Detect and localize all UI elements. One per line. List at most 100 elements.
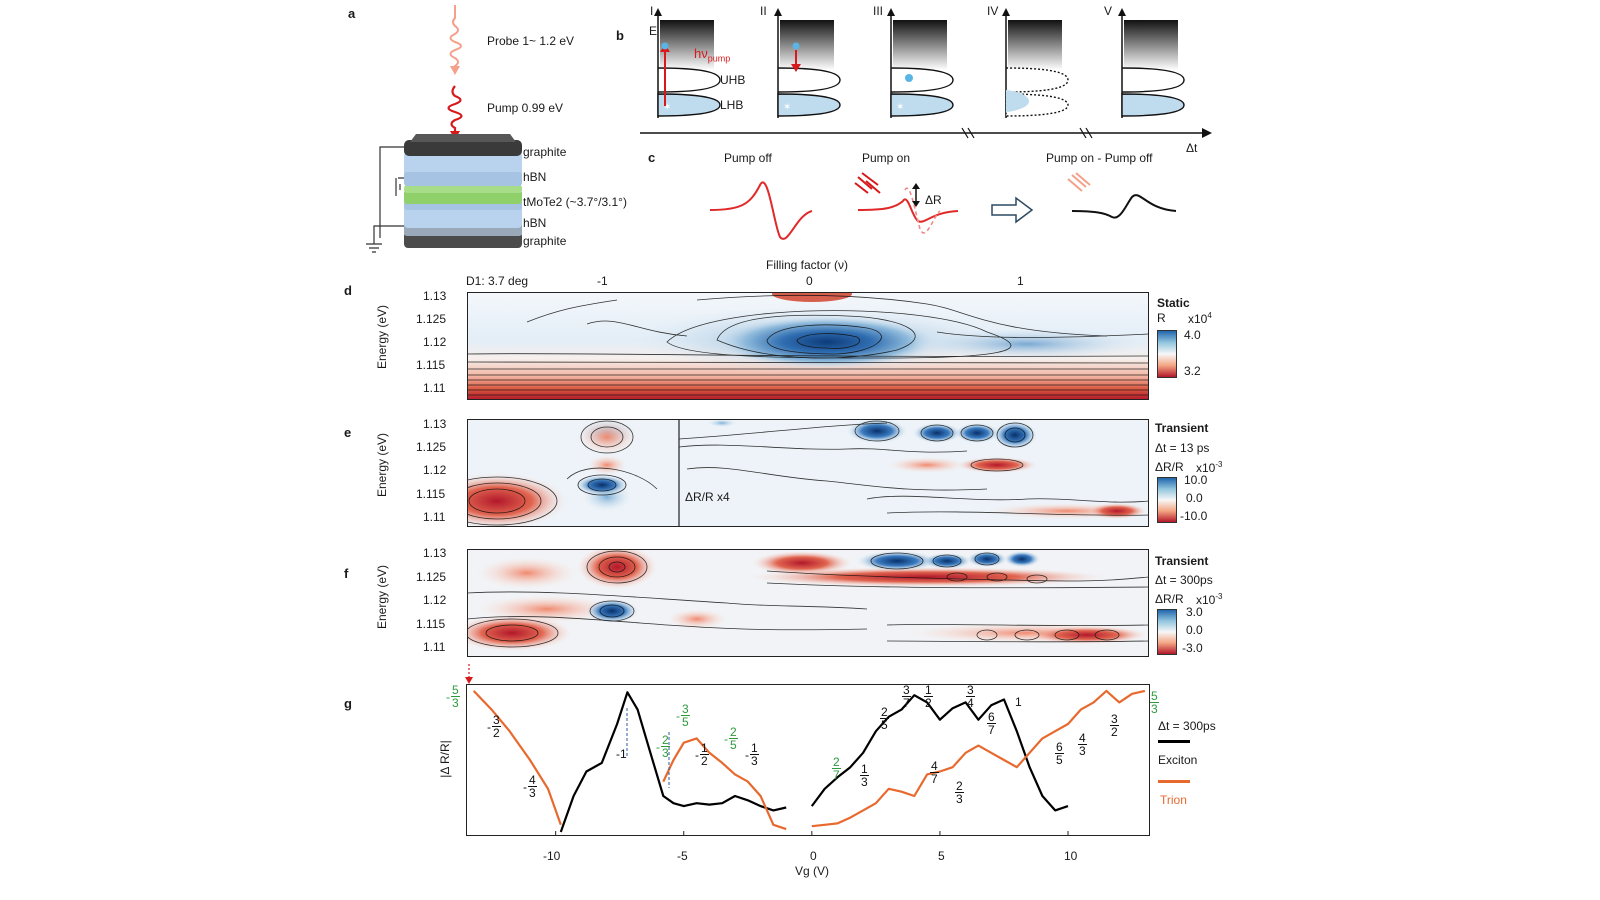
band-stage-4: [1002, 8, 1069, 118]
pump-on-title: Pump on: [862, 151, 911, 165]
lhb-label: LHB: [720, 98, 744, 112]
exciton-fraction-11: 1: [1015, 695, 1022, 709]
series-line-exciton: [559, 691, 1069, 833]
fraction-numerator: 3: [1110, 712, 1119, 726]
fraction-numerator: 5: [451, 683, 460, 697]
fraction-denominator: 2: [925, 696, 932, 710]
layer-label-graphite-bottom: graphite: [523, 234, 567, 248]
panel-d-cb-min: 3.2: [1184, 364, 1201, 378]
panel-g-xtick-4: 5: [938, 849, 945, 863]
series-line-trion: [472, 689, 1146, 831]
fraction-sign: -: [676, 708, 680, 723]
fraction-denominator: 3: [1151, 702, 1158, 716]
fraction-sign: -: [745, 747, 749, 762]
stage-label-5: V: [1104, 4, 1113, 18]
panel-b-letter: b: [616, 28, 624, 43]
energy-axis-label: E: [649, 24, 658, 38]
device-label: D1: 3.7 deg: [466, 274, 529, 288]
fraction-denominator: 3: [956, 792, 963, 806]
panel-b-figure: ✶ ✶ ✶: [640, 8, 1212, 139]
pump-on-pulse-icon: [854, 172, 881, 194]
panel-d-ytick-2: 1.125: [416, 312, 447, 326]
fraction-sign: -: [724, 731, 728, 746]
panel-d-ytick-3: 1.12: [423, 335, 447, 349]
fraction-numerator: 2: [832, 755, 841, 769]
panel-d-letter: d: [344, 283, 352, 298]
panel-e-colorbar: [1157, 477, 1177, 523]
panel-d-ytick-4: 1.115: [416, 358, 446, 372]
uhb-label: UHB: [720, 73, 746, 87]
ground-symbol: [366, 243, 382, 253]
panel-f-map: [467, 549, 1149, 657]
right-arrow-icon: [991, 196, 1034, 224]
fraction-denominator: 3: [751, 754, 758, 768]
panel-g-xtick-5: 10: [1064, 849, 1078, 863]
panel-c-figure: [709, 172, 1177, 240]
panel-c-letter: c: [648, 150, 656, 165]
fraction-numerator: 2: [661, 733, 670, 747]
band-stage-1: ✶: [654, 8, 721, 118]
fraction-numerator: 1: [700, 741, 709, 755]
panel-a-letter: a: [348, 6, 356, 21]
panel-e-cb-mid: 0.0: [1186, 491, 1203, 505]
legend-trion-swatch: [1158, 780, 1190, 783]
panel-g-chart: [466, 684, 1150, 836]
panel-f-ytick-1: 1.13: [423, 546, 447, 560]
panel-d-ytick-1: 1.13: [423, 289, 447, 303]
panel-g-frame: [466, 684, 1150, 836]
stage-label-3: III: [873, 4, 884, 18]
band-stage-5: [1118, 8, 1185, 118]
fraction-denominator: 3: [861, 775, 868, 789]
red-marker-icon: [465, 664, 473, 684]
panel-d-cb-max: 4.0: [1184, 328, 1201, 342]
fraction-denominator: 2: [1111, 725, 1118, 739]
panel-f-cb-quantity: ΔR/R: [1155, 592, 1184, 606]
panel-f-cb-min: -3.0: [1182, 641, 1203, 655]
panel-f-ytick-4: 1.115: [416, 617, 446, 631]
panel-e-cb-quantity: ΔR/R: [1155, 460, 1184, 474]
panel-d-cb-quantity: R: [1157, 311, 1166, 325]
fraction-sign: -: [523, 779, 527, 794]
legend-exciton-swatch: [1158, 740, 1190, 743]
panel-f-colorbar: [1157, 609, 1177, 655]
panel-e-cb-scale: x10-3: [1196, 460, 1223, 475]
tmote2-layer: [404, 190, 522, 204]
panel-f-cb-title: Transient: [1155, 554, 1209, 568]
graphite-top: [404, 140, 522, 156]
fraction-numerator: 4: [930, 759, 939, 773]
panel-f-cb-max: 3.0: [1186, 605, 1203, 619]
band-stage-3: ✶: [887, 8, 954, 118]
fraction-sign: -: [695, 747, 699, 762]
pump-on-curve: [857, 198, 959, 223]
panel-g-xtick-3: 0: [810, 849, 817, 863]
fraction-denominator: 7: [931, 772, 938, 786]
fraction-numerator: 1: [860, 762, 869, 776]
layer-label-hbn-bottom: hBN: [523, 216, 547, 230]
fraction-denominator: 3: [1079, 744, 1086, 758]
panel-e-ytick-2: 1.125: [416, 440, 447, 454]
fraction-sign: -: [656, 739, 660, 754]
panel-f-ytick-3: 1.12: [423, 593, 447, 607]
panel-e-ylabel: Energy (eV): [375, 432, 390, 498]
panel-e-map: [467, 419, 1149, 527]
panel-g-xtick-2: -5: [677, 849, 688, 863]
panel-d-cb-title: Static: [1157, 296, 1190, 310]
svg-text:✶: ✶: [663, 102, 671, 113]
stage-label-2: II: [760, 4, 767, 18]
svg-text:✶: ✶: [896, 102, 904, 113]
fraction-denominator: 3: [662, 746, 669, 760]
panel-e-cb-max: 10.0: [1184, 473, 1208, 487]
fraction-denominator: 2: [701, 754, 708, 768]
fraction-numerator: 5: [1150, 689, 1159, 703]
